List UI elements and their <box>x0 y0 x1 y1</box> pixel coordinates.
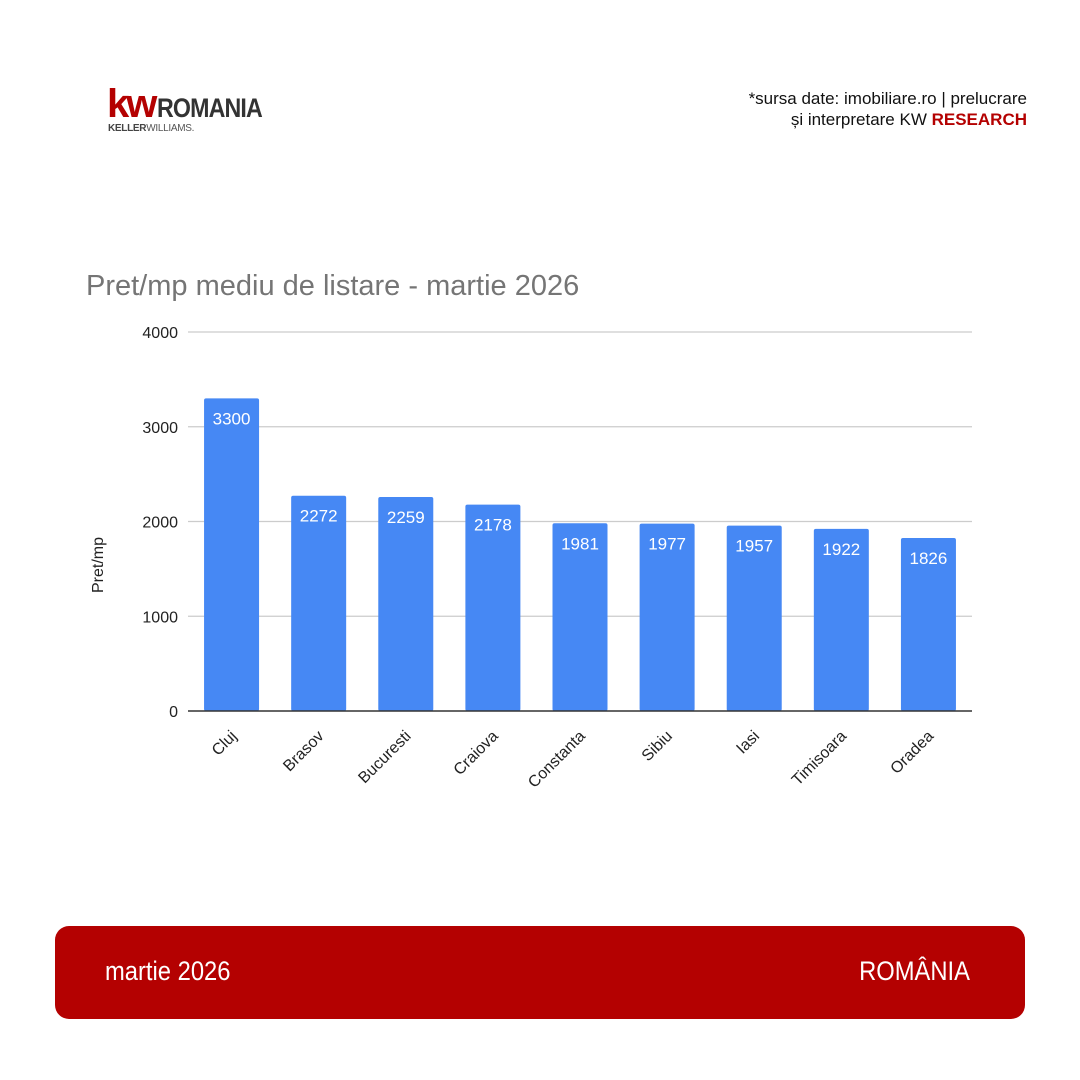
source-research-accent: RESEARCH <box>931 110 1027 129</box>
bar <box>552 523 608 711</box>
bar-value-label: 3300 <box>213 409 251 428</box>
data-source-note: *sursa date: imobiliare.ro | prelucrare … <box>749 88 1027 130</box>
source-line-2: și interpretare KW RESEARCH <box>749 109 1027 130</box>
y-tick-label: 1000 <box>142 609 178 626</box>
y-tick-label: 4000 <box>142 325 178 342</box>
logo-sub-light: WILLIAMS. <box>146 123 195 134</box>
x-category-label: Constanta <box>525 728 589 792</box>
bar-value-label: 2178 <box>474 516 512 535</box>
bar-value-label: 1826 <box>910 549 948 568</box>
bar-value-labels: 3300 2272 2259 2178 1981 1977 1957 1922 1826 <box>213 409 948 568</box>
bar <box>204 398 260 711</box>
x-category-label: Oradea <box>888 728 938 778</box>
source-line-2-text: și interpretare KW <box>790 110 932 129</box>
logo-subtitle: KELLERWILLIAMS. <box>108 123 194 134</box>
logo-country: ROMANIA <box>157 93 263 123</box>
bar-value-label: 2272 <box>300 507 338 526</box>
logo-sub-bold: KELLER <box>108 123 147 134</box>
x-axis-categories: Cluj Brasov Bucuresti Craiova Constanta Sibiu… <box>209 728 937 792</box>
logo-kw: kw <box>107 82 157 126</box>
footer-country: ROMÂNIA <box>859 956 970 986</box>
y-tick-label: 2000 <box>142 515 178 532</box>
bar-value-label: 1957 <box>735 537 773 556</box>
bar-value-label: 1981 <box>561 534 599 553</box>
bar <box>900 537 956 711</box>
bar <box>726 525 782 711</box>
x-category-label: Iasi <box>733 728 763 758</box>
bar-chart: Pret/mp mediu de listare - martie 2026 0… <box>86 270 972 792</box>
y-axis-ticks: 0 1000 2000 3000 4000 <box>142 325 178 721</box>
bar <box>378 496 434 711</box>
logo-wordmark: kw ROMANIA <box>107 84 279 124</box>
y-tick-label: 3000 <box>142 420 178 437</box>
x-category-label: Bucuresti <box>355 728 414 787</box>
bar-value-label: 1922 <box>822 540 860 559</box>
x-category-label: Cluj <box>209 728 241 760</box>
bars <box>204 398 956 711</box>
x-category-label: Sibiu <box>639 728 676 765</box>
bar <box>639 523 695 711</box>
bar <box>813 528 869 711</box>
x-category-label: Timisoara <box>789 728 850 789</box>
x-category-label: Brasov <box>280 728 327 775</box>
footer-banner: martie 2026 ROMÂNIA <box>55 926 1025 1019</box>
chart-title: Pret/mp mediu de listare - martie 2026 <box>86 270 579 302</box>
x-category-label: Craiova <box>451 728 502 779</box>
brand-logo: kw ROMANIA KELLERWILLIAMS. <box>107 84 307 144</box>
bar-value-label: 2259 <box>387 508 425 527</box>
footer-date: martie 2026 <box>105 956 231 986</box>
bar-value-label: 1977 <box>648 535 686 554</box>
bar <box>465 504 521 711</box>
y-tick-label: 0 <box>169 704 178 721</box>
y-axis-label: Pret/mp <box>90 537 107 593</box>
source-line-1: *sursa date: imobiliare.ro | prelucrare <box>748 89 1027 108</box>
bar <box>291 495 347 711</box>
